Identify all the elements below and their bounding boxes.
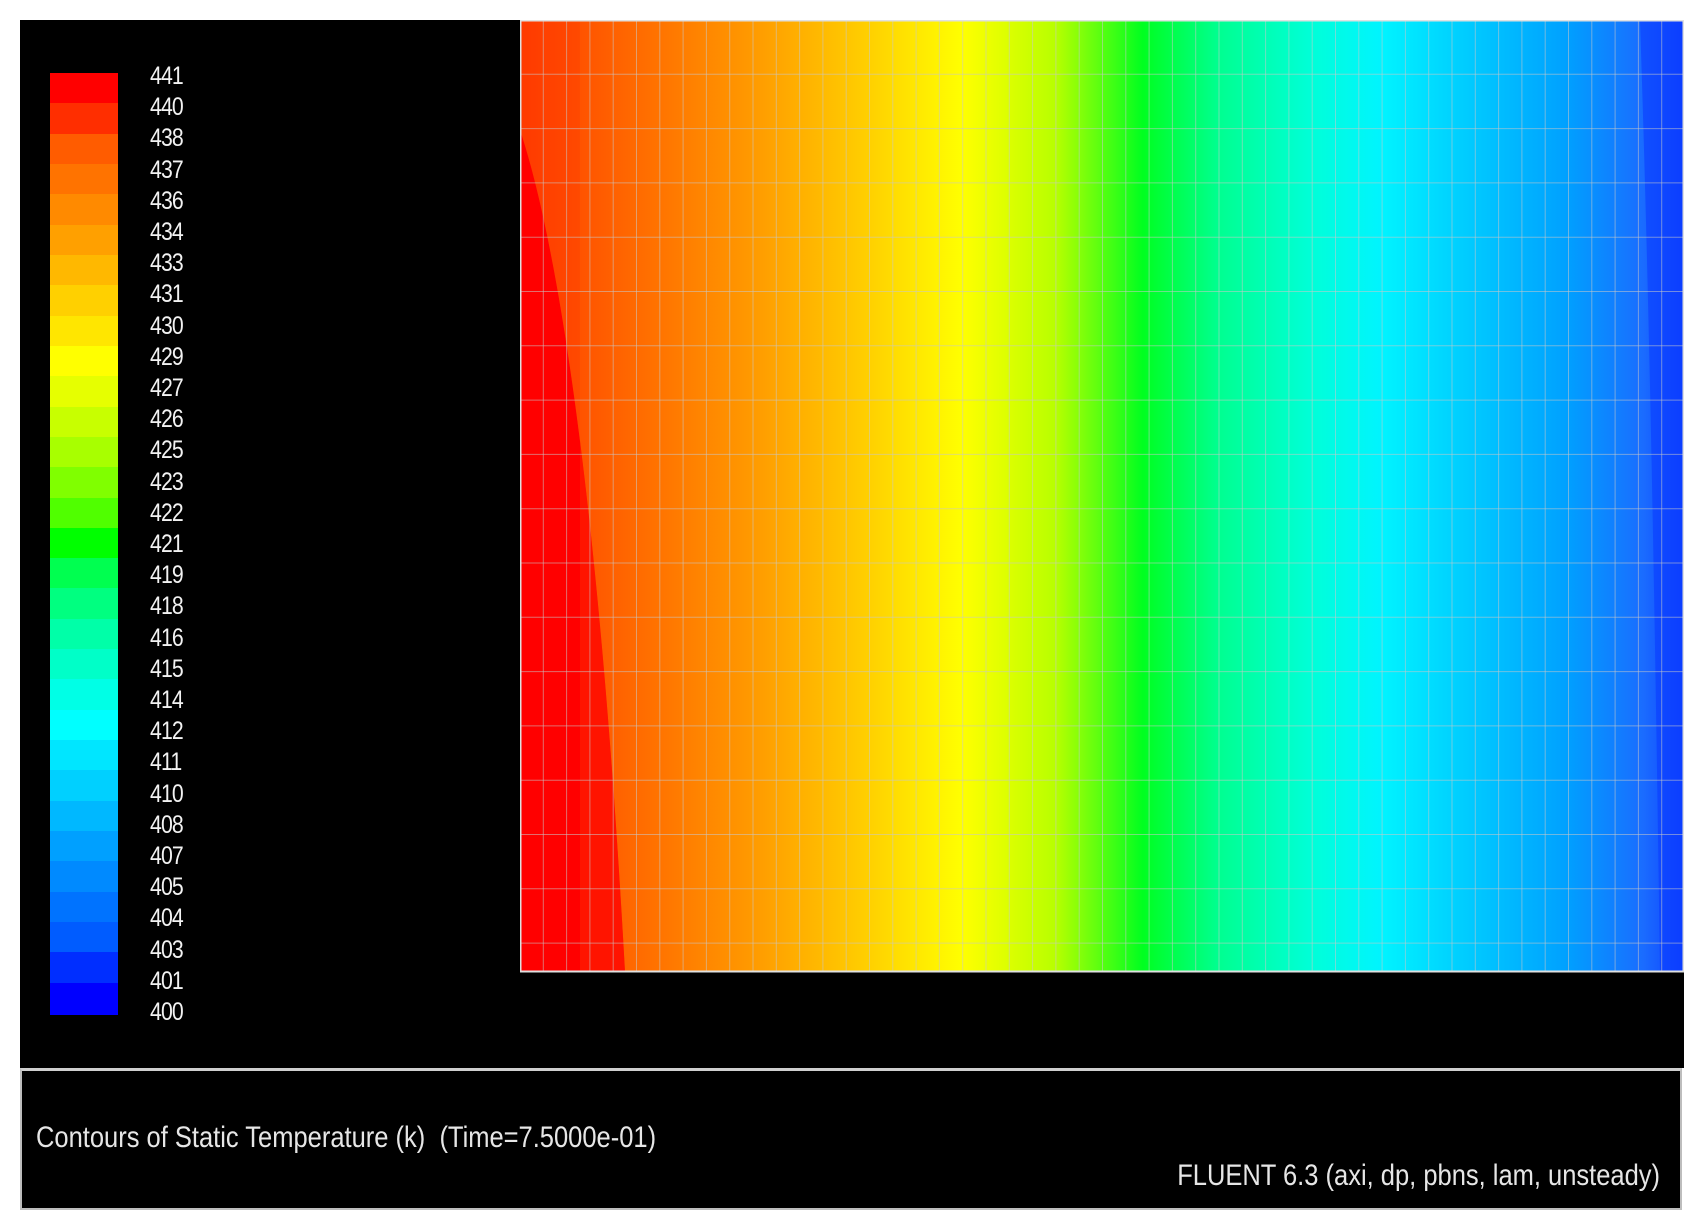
colormap-band <box>50 285 118 318</box>
colormap-band <box>50 558 118 591</box>
colormap-band <box>50 194 118 227</box>
colormap-band <box>50 133 118 166</box>
colormap-label: 430 <box>150 311 184 340</box>
colormap-band <box>50 224 118 257</box>
colormap-label: 425 <box>150 436 184 465</box>
colormap-band <box>50 376 118 409</box>
colormap-label: 426 <box>150 405 184 434</box>
domain-boundary <box>520 20 1684 973</box>
colormap-band <box>50 345 118 379</box>
colormap-band <box>50 73 118 106</box>
colormap-label: 403 <box>150 935 184 964</box>
colormap-band <box>50 649 118 682</box>
colormap-label: 436 <box>150 186 184 215</box>
colormap-band <box>50 982 118 1015</box>
colormap-label: 423 <box>150 467 184 496</box>
colormap-band <box>50 952 118 985</box>
colormap-label: 433 <box>150 249 184 278</box>
colormap-label: 415 <box>150 654 184 683</box>
colormap-band <box>50 831 118 864</box>
colormap-band <box>50 254 118 288</box>
colormap-label: 412 <box>150 717 184 746</box>
contour-plot[interactable] <box>520 20 1684 975</box>
colormap-label: 437 <box>150 155 184 184</box>
colormap-label: 429 <box>150 342 184 371</box>
colormap-band <box>50 588 118 621</box>
colormap-label: 440 <box>150 93 184 122</box>
colormap-band <box>50 800 118 833</box>
colormap-label: 414 <box>150 686 184 714</box>
colormap-band <box>50 163 118 197</box>
colormap-label: 408 <box>150 810 184 839</box>
colormap-label: 441 <box>150 62 184 90</box>
colormap-label: 427 <box>150 374 184 402</box>
colormap-label: 401 <box>150 966 184 995</box>
colormap-label: 419 <box>150 561 184 590</box>
colormap-label: 418 <box>150 592 184 621</box>
colormap-band <box>50 103 118 136</box>
graphics-viewport[interactable]: 441 440 438 437 436 434 433 431 430 429 427 426 425 4… <box>20 20 1684 1068</box>
colormap-label: 416 <box>150 623 184 652</box>
colormap-band <box>50 891 118 924</box>
colormap-label: 422 <box>150 498 184 527</box>
colormap-band <box>50 861 118 894</box>
colormap-band <box>50 740 118 773</box>
colormap-band <box>50 922 118 955</box>
plot-title: Contours of Static Temperature (k) (Time… <box>36 1121 657 1154</box>
colormap-label: 421 <box>150 530 184 558</box>
solver-version-info: FLUENT 6.3 (axi, dp, pbns, lam, unsteady… <box>1177 1159 1660 1192</box>
colormap-bar <box>50 73 118 1015</box>
colormap-band <box>50 497 118 530</box>
colormap-band <box>50 618 118 651</box>
colormap-label: 434 <box>150 218 184 246</box>
colormap-label: 411 <box>150 748 182 777</box>
colormap-band <box>50 679 118 712</box>
colormap-label: 410 <box>150 779 184 808</box>
colormap-band <box>50 709 118 742</box>
colormap-label: 405 <box>150 873 184 902</box>
colormap-label: 438 <box>150 124 184 153</box>
colormap-band <box>50 315 118 348</box>
info-panel: Contours of Static Temperature (k) (Time… <box>20 1068 1682 1210</box>
colormap-band <box>50 406 118 439</box>
colormap-band <box>50 527 118 561</box>
colormap-label: 431 <box>150 280 184 309</box>
colormap-label: 407 <box>150 842 184 870</box>
colormap-label: 400 <box>150 998 184 1026</box>
colormap-label: 404 <box>150 904 184 933</box>
colormap-band <box>50 436 118 470</box>
colormap-band <box>50 770 118 803</box>
colormap-band <box>50 467 118 500</box>
mesh-grid <box>520 20 1684 973</box>
colormap-labels: 441 440 438 437 436 434 433 431 430 429 427 426 425 4… <box>150 64 230 1025</box>
